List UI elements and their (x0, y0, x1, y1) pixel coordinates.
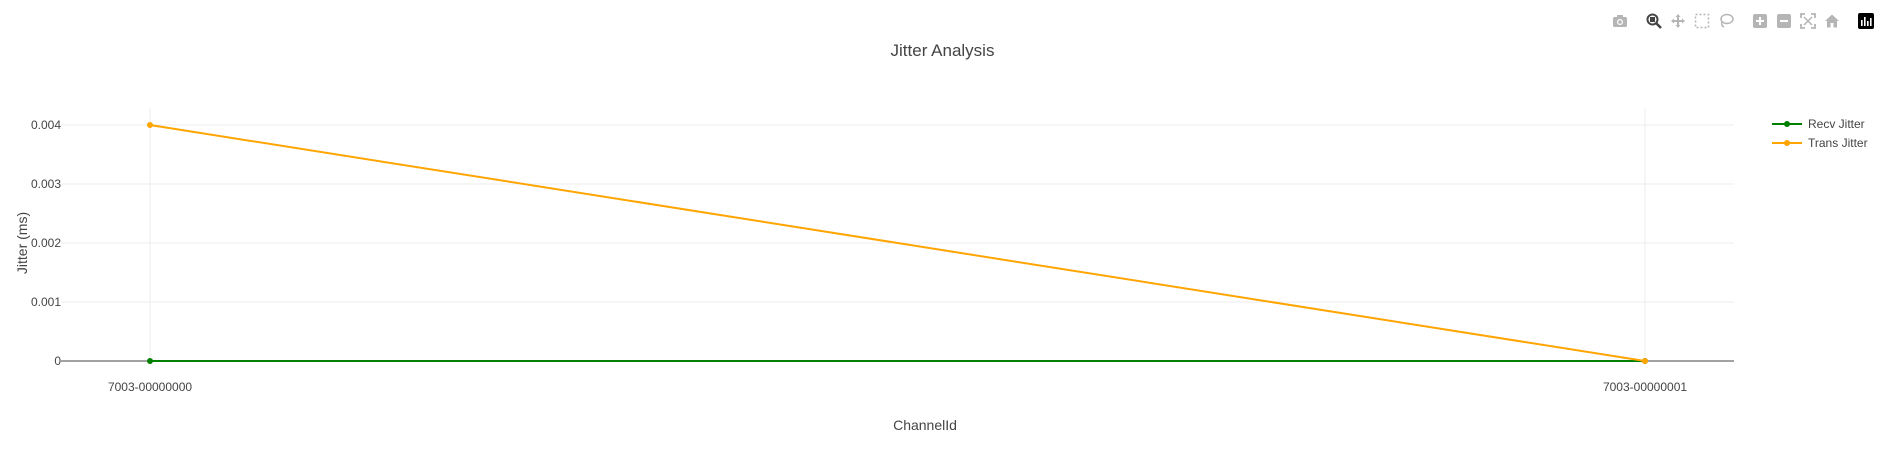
legend-marker-trans (1784, 139, 1790, 146)
data-point-trans-jitter (147, 122, 153, 128)
legend-item-trans-jitter[interactable]: Trans Jitter (1772, 133, 1868, 152)
y-tick-label: 0.004 (31, 118, 61, 132)
box-select-icon[interactable] (1691, 10, 1713, 32)
legend-marker-recv (1784, 120, 1790, 127)
y-tick-label: 0.001 (31, 295, 61, 309)
legend: Recv Jitter Trans Jitter (1772, 114, 1868, 152)
y-axis-label: Jitter (ms) (14, 211, 30, 275)
reset-axes-icon[interactable] (1821, 10, 1843, 32)
legend-swatch-recv (1772, 120, 1802, 127)
legend-swatch-trans (1772, 139, 1802, 146)
x-axis-label: ChannelId (893, 417, 957, 433)
zoom-in-icon[interactable] (1749, 10, 1771, 32)
zoom-icon[interactable] (1643, 10, 1665, 32)
x-tick-label: 7003-00000001 (1603, 380, 1687, 394)
pan-icon[interactable] (1667, 10, 1689, 32)
data-point-recv-jitter (147, 358, 153, 364)
zoom-out-icon[interactable] (1773, 10, 1795, 32)
autoscale-icon[interactable] (1797, 10, 1819, 32)
lasso-select-icon[interactable] (1715, 10, 1737, 32)
legend-label-trans: Trans Jitter (1808, 135, 1868, 150)
x-tick-label: 7003-00000000 (108, 380, 192, 394)
y-tick-label: 0 (54, 354, 61, 368)
y-tick-label: 0.003 (31, 177, 61, 191)
modebar (1607, 10, 1877, 32)
y-tick-label: 0.002 (31, 236, 61, 250)
plotly-logo-icon[interactable] (1855, 10, 1877, 32)
legend-label-recv: Recv Jitter (1808, 116, 1865, 131)
camera-icon[interactable] (1609, 10, 1631, 32)
legend-item-recv-jitter[interactable]: Recv Jitter (1772, 114, 1868, 133)
chart-title: Jitter Analysis (890, 41, 995, 60)
data-point-trans-jitter (1642, 358, 1648, 364)
series-line-trans-jitter (149, 124, 1646, 362)
